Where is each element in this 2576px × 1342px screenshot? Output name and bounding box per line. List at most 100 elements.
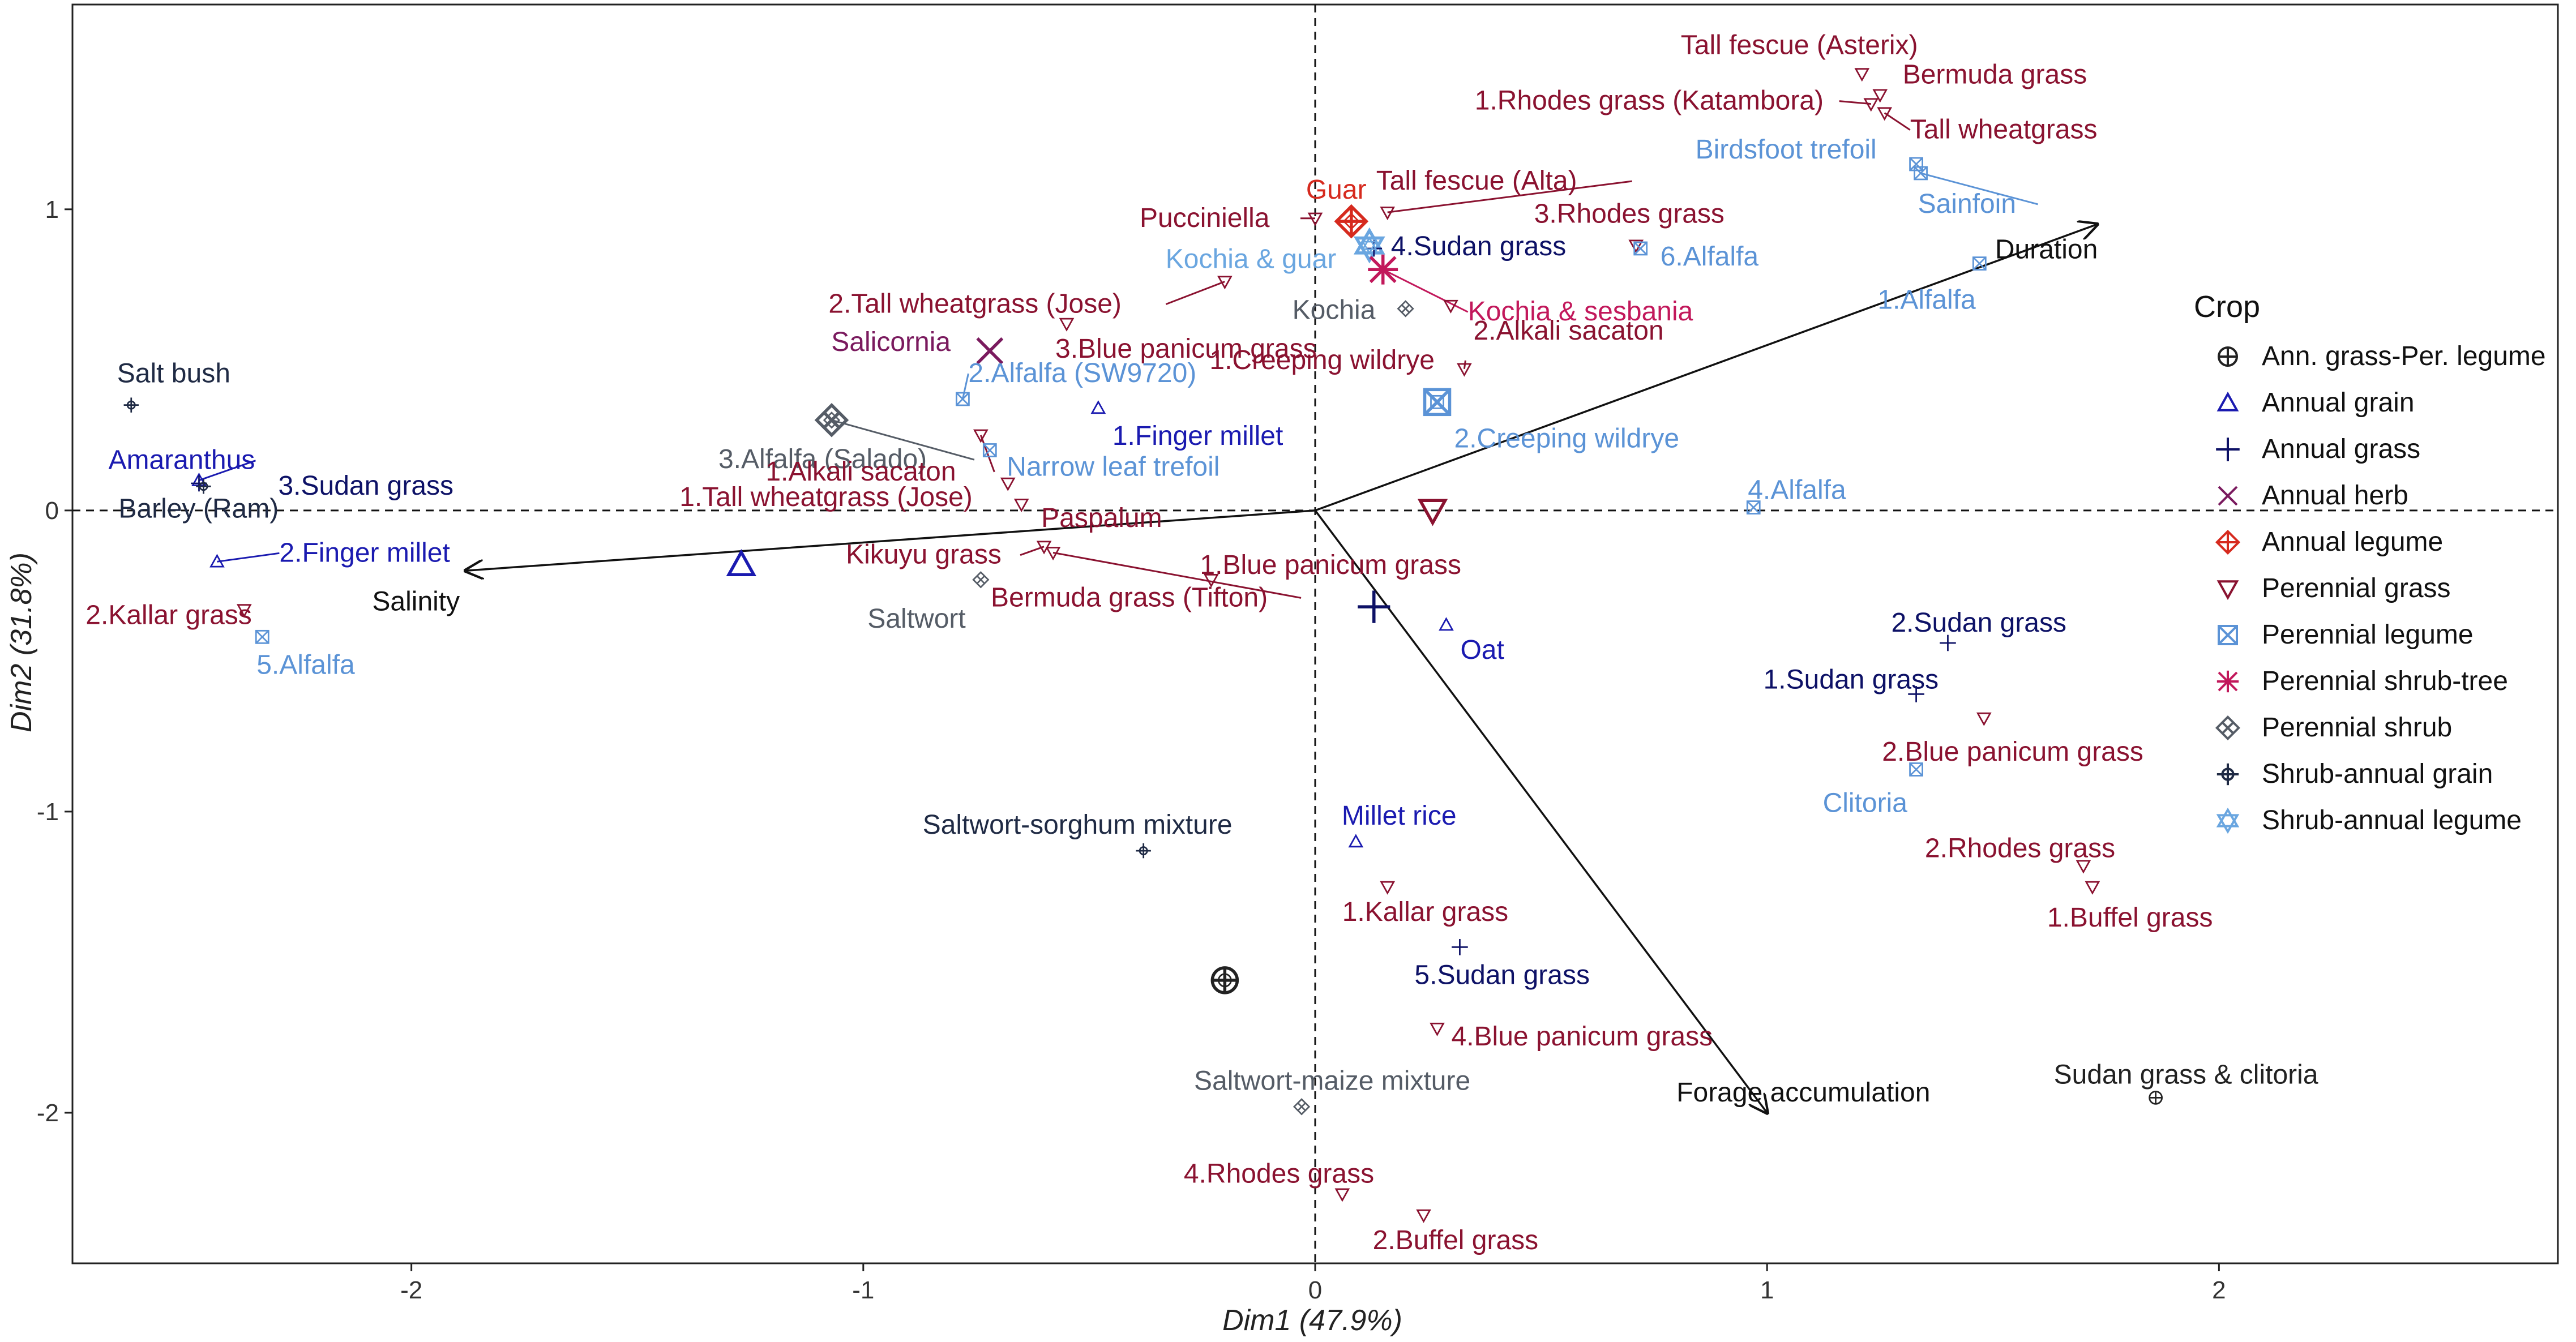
leader-sainfoin (1920, 172, 2038, 205)
point-2-sudan-grass (1940, 634, 1956, 651)
vector-salinity (465, 509, 1316, 571)
point-2-alkali-sacaton (1443, 299, 1458, 314)
vector-forage-accumulation (1314, 509, 1767, 1113)
point-saltwort-sorghum-mixture (1136, 843, 1151, 859)
point-1-rhodes-grass-katambora (1863, 98, 1879, 112)
legend-marker-perennial-grass (2216, 580, 2239, 601)
point-2-kallar-grass (236, 604, 252, 618)
point-5-sudan-grass (1452, 939, 1468, 955)
label-2-kallar-grass: 2.Kallar grass (85, 600, 251, 630)
leader-3-alfalfa-salado (831, 419, 975, 461)
y-axis-title: Dim2 (31.8%) (5, 552, 38, 732)
point-1-buffel-grass (2085, 881, 2100, 895)
label-1-sudan-grass: 1.Sudan grass (1764, 664, 1939, 694)
point-guar (1342, 212, 1360, 230)
point-ann-grass-per-legume (1217, 973, 1232, 988)
legend-item-perennial-shrub-tree: Perennial shrub-tree (2262, 666, 2508, 696)
leader-amaranthus (198, 460, 256, 482)
label-2-tall-wheatgrass-jose: 2.Tall wheatgrass (Jose) (828, 289, 1122, 319)
label-pucciniella: Pucciniella (1140, 203, 1270, 233)
label-5-alfalfa: 5.Alfalfa (256, 650, 355, 680)
vector-label-duration: Duration (1995, 234, 2098, 264)
point-salicornia (983, 344, 997, 358)
legend-marker-annual-legume (2215, 529, 2241, 555)
leader-tall-fescue-alta (1387, 180, 1632, 213)
point-millet-rice (1348, 834, 1364, 848)
point-2-alfalfa-sw9720 (956, 392, 970, 406)
label-2-finger-millet: 2.Finger millet (279, 538, 450, 568)
label-kikuyu-grass: Kikuyu grass (846, 540, 1002, 570)
legend-marker-perennial-shrub-tree (2216, 670, 2239, 693)
label-tall-fescue-alta: Tall fescue (Alta) (1376, 166, 1577, 196)
point-3-blue-panicum-grass (1059, 318, 1075, 332)
vector-label-forage-accumulation: Forage accumulation (1676, 1078, 1930, 1108)
leader-1-rhodes-grass-katambora (1839, 100, 1871, 105)
legend-marker-annual-herb (2218, 486, 2238, 506)
x-tick-label: -2 (400, 1276, 422, 1304)
centroid-annual-grass (1358, 590, 1390, 623)
centroid-shrub-annual-legume (1353, 227, 1385, 264)
label-1-creeping-wildrye: 1.Creeping wildrye (1209, 345, 1435, 375)
leader-kikuyu-grass (1020, 546, 1045, 556)
point-6-alfalfa (1633, 241, 1648, 256)
point-salt-bush (123, 397, 139, 413)
legend-item-annual-legume: Annual legume (2262, 527, 2443, 557)
label-sudan-grass-clitoria: Sudan grass & clitoria (2054, 1060, 2318, 1090)
label-1-blue-panicum-grass: 1.Blue panicum grass (1200, 550, 1461, 580)
label-2-buffel-grass: 2.Buffel grass (1373, 1225, 1539, 1255)
label-clitoria: Clitoria (1823, 788, 1908, 818)
point-1-creeping-wildrye (1457, 363, 1472, 377)
point-1-blue-panicum-grass (1204, 574, 1219, 588)
point-clitoria (1909, 762, 1923, 777)
point-1-tall-wheatgrass-jose (1000, 477, 1016, 491)
centroid-annual-grain (726, 548, 756, 576)
point-1-alkali-sacaton (973, 429, 989, 443)
point-2-rhodes-grass (2076, 860, 2091, 874)
label-1-rhodes-grass-katambora: 1.Rhodes grass (Katambora) (1475, 86, 1824, 116)
leader-kochia-sesbania (1383, 268, 1469, 313)
leader-2-alfalfa-sw9720 (961, 373, 969, 400)
point-3-alfalfa-salado (823, 411, 841, 429)
legend-marker-perennial-shrub (2215, 715, 2241, 741)
legend-item-annual-grass: Annual grass (2262, 434, 2420, 464)
point-2-creeping-wildrye (1430, 395, 1444, 409)
legend-marker-ann-grass-per-legume (2218, 346, 2238, 367)
label-1-alfalfa: 1.Alfalfa (1877, 285, 1976, 315)
point-saltwort-maize-mixture (1293, 1098, 1311, 1116)
legend-item-perennial-shrub: Perennial shrub (2262, 713, 2452, 743)
label-narrow-leaf-trefoil: Narrow leaf trefoil (1007, 452, 1219, 482)
label-saltwort-maize-mixture: Saltwort-maize mixture (1194, 1066, 1470, 1096)
legend-marker-annual-grain (2216, 391, 2239, 411)
y-tick-label: 0 (45, 497, 59, 525)
label-barley-ram: Barley (Ram) (118, 494, 279, 524)
label-kochia-sesbania: Kochia & sesbania (1468, 297, 1693, 327)
label-salt-bush: Salt bush (117, 359, 230, 389)
label-1-tall-wheatgrass-jose: 1.Tall wheatgrass (Jose) (679, 482, 973, 512)
point-1-alfalfa (1972, 256, 1987, 271)
label-1-kallar-grass: 1.Kallar grass (1342, 897, 1508, 927)
x-axis-title: Dim1 (47.9%) (1222, 1304, 1402, 1337)
point-birdsfoot-trefoil (1909, 157, 1923, 171)
label-millet-rice: Millet rice (1342, 801, 1457, 831)
label-kochia-guar: Kochia & guar (1166, 245, 1337, 275)
point-kochia (1397, 300, 1414, 318)
legend-item-ann-grass-per-legume: Ann. grass-Per. legume (2262, 341, 2546, 371)
label-bermuda-grass: Bermuda grass (1903, 60, 2087, 90)
point-labels: Tall fescue (Asterix)Bermuda grass 1.Rhod… (85, 30, 2318, 1255)
legend-marker-perennial-legume (2218, 625, 2238, 645)
point-tall-fescue-alta (1380, 206, 1396, 220)
point-tall-fescue-asterix (1854, 68, 1870, 82)
legend-item-perennial-legume: Perennial legume (2262, 620, 2474, 650)
point-2-buffel-grass (1416, 1209, 1431, 1223)
label-saltwort-sorghum-mixture: Saltwort-sorghum mixture (923, 810, 1233, 840)
x-tick-label: -1 (852, 1276, 874, 1304)
legend: Crop Ann. grass-Per. legume Annual grain A… (2194, 290, 2546, 835)
label-tall-fescue-asterix: Tall fescue (Asterix) (1681, 30, 1918, 60)
point-narrow-leaf-trefoil (982, 443, 997, 457)
label-2-sudan-grass: 2.Sudan grass (1891, 608, 2066, 638)
leader-bermuda-grass-tifton (1052, 551, 1302, 599)
label-5-sudan-grass: 5.Sudan grass (1414, 960, 1590, 990)
label-4-rhodes-grass: 4.Rhodes grass (1184, 1159, 1374, 1189)
label-3-alfalfa-salado: 3.Alfalfa (Salado) (718, 444, 927, 474)
label-oat: Oat (1460, 635, 1504, 665)
